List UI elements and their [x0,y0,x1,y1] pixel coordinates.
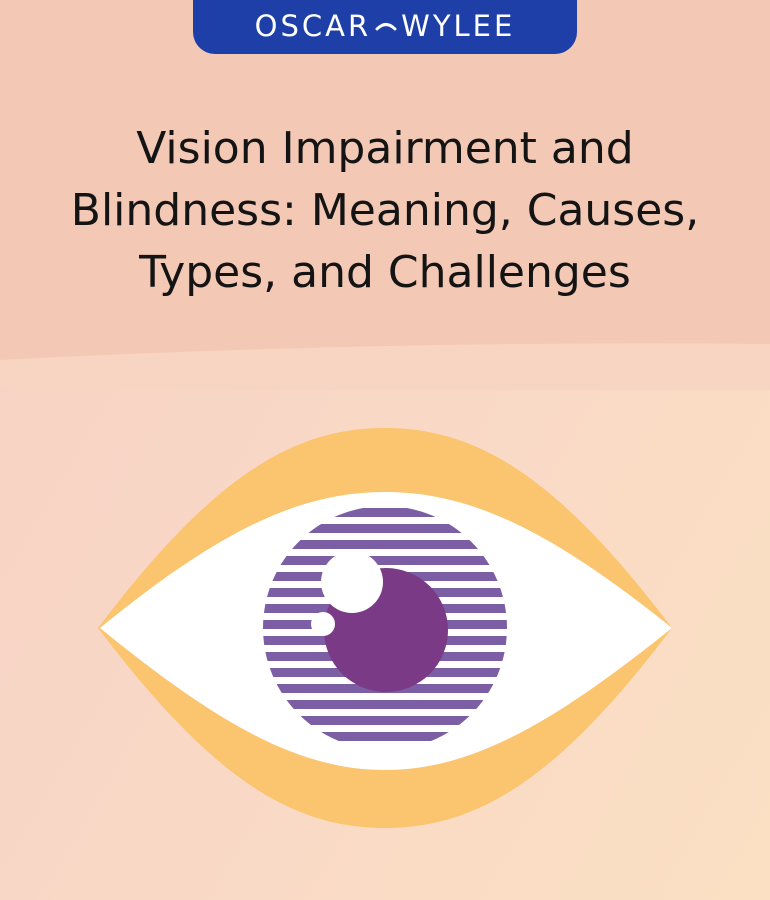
brand-name-right: WYLEE [401,9,516,43]
brand-wordmark: OSCAR WYLEE [255,9,516,43]
brand-name-left: OSCAR [254,9,372,43]
wave-divider [0,343,770,390]
title-line-1: Vision Impairment and [136,123,634,174]
eye-highlight-small [311,612,335,636]
brand-logo[interactable]: OSCAR WYLEE [193,0,577,54]
eye-icon [98,428,672,828]
eye-highlight-large [321,551,383,613]
title-line-2: Blindness: Meaning, Causes, [70,185,700,236]
title-line-3: Types, and Challenges [139,247,631,298]
tilde-icon [375,23,397,31]
article-title: Vision Impairment and Blindness: Meaning… [20,118,750,304]
header-background [0,0,770,380]
